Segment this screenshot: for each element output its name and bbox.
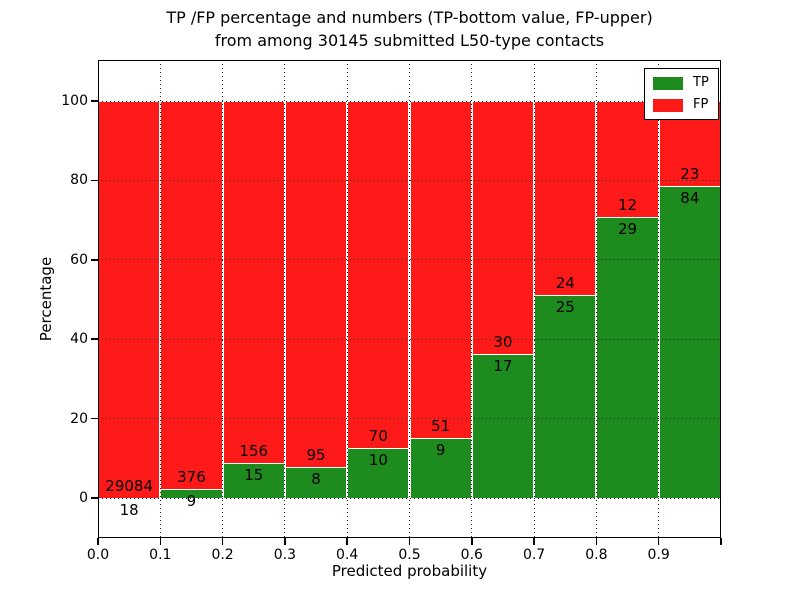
chart-title-line1: TP /FP percentage and numbers (TP-bottom… bbox=[166, 8, 653, 27]
bar-segment-fp bbox=[409, 101, 472, 439]
gridline-h bbox=[98, 497, 721, 499]
gridline-h bbox=[98, 418, 721, 420]
bar-label-tp: 9 bbox=[435, 441, 446, 460]
gridline-v bbox=[471, 60, 473, 538]
bar-segment-tp bbox=[596, 217, 659, 498]
legend: TP FP bbox=[644, 68, 719, 120]
bar-label-tp: 18 bbox=[119, 500, 139, 519]
bar-label-fp: 23 bbox=[680, 165, 700, 184]
bar-segment-fp bbox=[347, 101, 410, 449]
x-tick bbox=[97, 538, 99, 545]
y-tick-label: 20 bbox=[70, 410, 88, 427]
x-axis-title: Predicted probability bbox=[331, 562, 488, 580]
plot-frame bbox=[98, 60, 721, 538]
gridline-h bbox=[98, 100, 721, 102]
bar-label-fp: 12 bbox=[618, 196, 638, 215]
x-tick-label: 0.1 bbox=[149, 547, 172, 563]
gridline-v bbox=[595, 60, 597, 538]
y-tick-label: 60 bbox=[70, 251, 88, 268]
bar-segment-fp bbox=[534, 101, 597, 296]
chart-title-line2: from among 30145 submitted L50-type cont… bbox=[214, 31, 605, 50]
x-tick bbox=[533, 538, 535, 545]
x-tick-label: 0.5 bbox=[398, 547, 421, 563]
legend-swatch-tp-icon bbox=[653, 76, 683, 90]
x-tick bbox=[657, 538, 660, 545]
y-tick bbox=[91, 259, 98, 261]
bar-segment-tp bbox=[471, 354, 535, 498]
legend-label-tp: TP bbox=[693, 75, 709, 90]
bar-label-fp: 95 bbox=[306, 446, 326, 465]
x-tick bbox=[346, 538, 348, 545]
gridline-v bbox=[533, 60, 535, 538]
y-tick bbox=[91, 497, 98, 499]
bar-label-tp: 9 bbox=[186, 491, 197, 510]
bar-segment-tp bbox=[409, 438, 472, 498]
gridline-h bbox=[98, 338, 721, 340]
bar-segment-fp bbox=[596, 101, 659, 218]
x-tick-label: 0.8 bbox=[585, 547, 608, 563]
gridline-v bbox=[222, 60, 224, 538]
x-tick-label: 0.6 bbox=[460, 547, 483, 563]
x-tick-label: 0.7 bbox=[522, 547, 546, 563]
legend-item-tp: TP bbox=[653, 76, 709, 90]
chart-title: TP /FP percentage and numbers (TP-bottom… bbox=[98, 6, 721, 52]
bar-label-tp: 8 bbox=[311, 470, 321, 489]
bar-label-fp: 29084 bbox=[105, 476, 154, 495]
bar-segment-tp bbox=[534, 295, 597, 498]
y-tick bbox=[91, 338, 98, 340]
gridline-h bbox=[98, 259, 721, 261]
bar-label-fp: 24 bbox=[555, 274, 575, 293]
bar-segment-fp bbox=[284, 101, 348, 468]
bar-segment-tp bbox=[160, 488, 223, 498]
x-tick-label: 0.3 bbox=[273, 547, 297, 563]
y-tick-label: 80 bbox=[70, 172, 88, 189]
bar-label-fp: 156 bbox=[239, 442, 269, 461]
bar-label-tp: 17 bbox=[493, 357, 513, 376]
x-tick bbox=[159, 538, 162, 545]
x-tick-label: 0.0 bbox=[86, 547, 110, 563]
bar-segment-fp bbox=[160, 101, 223, 489]
bar-label-fp: 51 bbox=[431, 417, 451, 436]
bar-label-tp: 84 bbox=[680, 189, 700, 208]
gridline-v bbox=[346, 60, 348, 538]
x-tick bbox=[720, 538, 722, 545]
x-tick-label: 0.4 bbox=[336, 547, 359, 563]
x-tick bbox=[408, 538, 411, 545]
y-tick bbox=[91, 179, 98, 182]
bar-label-fp: 30 bbox=[493, 333, 513, 352]
x-tick bbox=[471, 538, 473, 545]
y-tick bbox=[91, 417, 98, 420]
bar-segment-fp bbox=[471, 101, 535, 355]
legend-swatch-fp-icon bbox=[653, 98, 683, 112]
bar-label-fp: 70 bbox=[368, 427, 388, 446]
bar-label-tp: 15 bbox=[244, 466, 264, 485]
bar-label-tp: 29 bbox=[618, 220, 638, 239]
bar-segment-tp bbox=[284, 467, 348, 498]
x-tick-label: 0.2 bbox=[211, 547, 234, 563]
bar-label-tp: 10 bbox=[368, 451, 388, 470]
x-tick bbox=[221, 538, 224, 545]
bar-segment-tp bbox=[347, 448, 410, 498]
y-tick bbox=[91, 100, 98, 102]
x-tick bbox=[284, 538, 286, 545]
legend-label-fp: FP bbox=[693, 97, 709, 112]
bar-segment-fp bbox=[222, 101, 285, 464]
bar-label-fp: 376 bbox=[177, 467, 206, 486]
gridline-v bbox=[159, 60, 161, 538]
bar-label-tp: 25 bbox=[555, 298, 575, 317]
gridline-h bbox=[98, 179, 721, 181]
gridline-v bbox=[284, 60, 286, 538]
bar-segment-tp bbox=[222, 463, 285, 498]
y-tick-label: 0 bbox=[79, 490, 88, 506]
legend-item-fp: FP bbox=[653, 98, 709, 112]
x-tick bbox=[595, 538, 598, 545]
y-tick-label: 40 bbox=[70, 331, 88, 348]
gridline-v bbox=[658, 60, 660, 538]
bar-segment-tp bbox=[658, 186, 721, 498]
y-tick-label: 100 bbox=[61, 93, 88, 109]
gridline-v bbox=[409, 60, 410, 538]
x-tick-label: 0.9 bbox=[647, 547, 670, 563]
plot-area: TP FP 29084 18 376 9 156 15 95 8 70 10 51 9 30 17 24 25… bbox=[61, 60, 722, 563]
